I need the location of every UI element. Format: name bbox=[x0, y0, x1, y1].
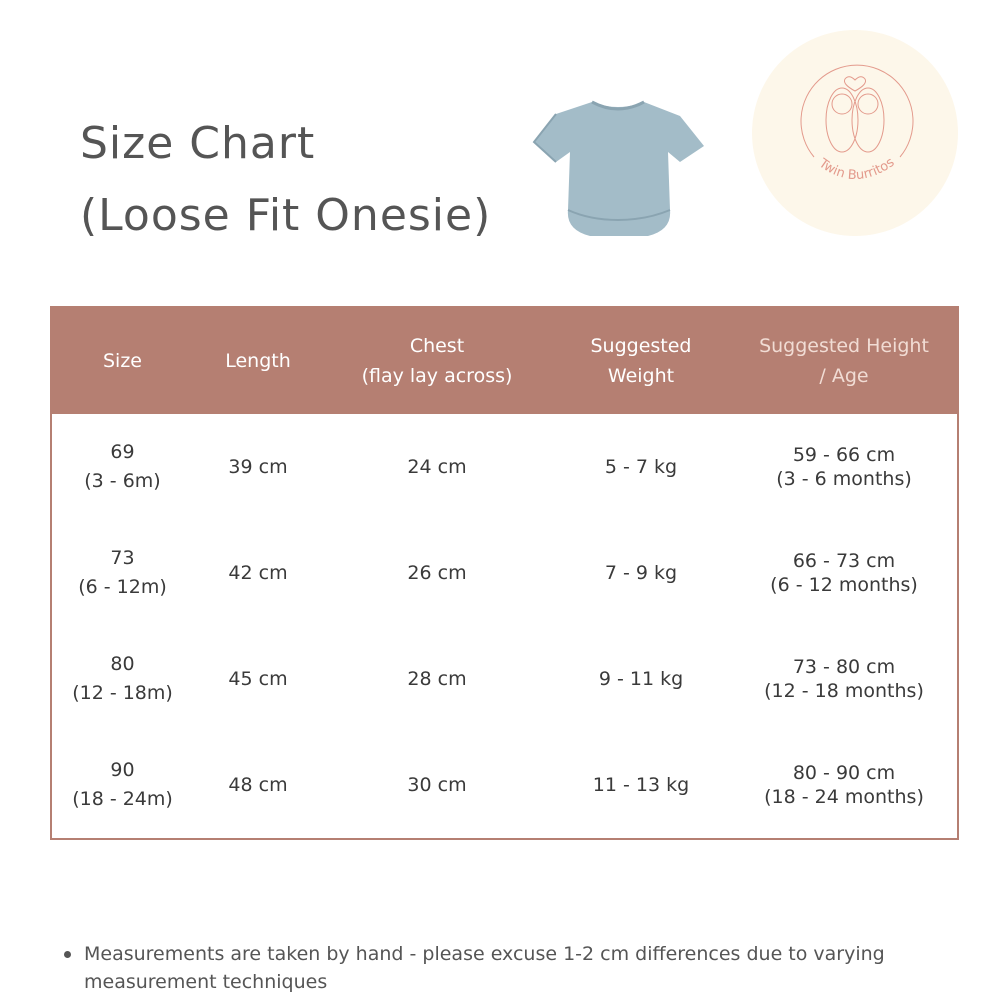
table-header-row: Size Length Chest (flay lay across) Sugge… bbox=[51, 307, 958, 414]
cell-height-age: 59 - 66 cm (3 - 6 months) bbox=[776, 444, 912, 490]
cell-weight: 11 - 13 kg bbox=[592, 774, 690, 796]
cell-weight: 7 - 9 kg bbox=[604, 562, 678, 584]
twin-burritos-logo: Twin Burritos bbox=[752, 30, 958, 236]
table-row: 90 (18 - 24m) 48 cm 30 cm 11 - 13 kg 80 - 90 … bbox=[51, 732, 958, 839]
cell-chest: 26 cm bbox=[407, 562, 467, 584]
cell-chest: 24 cm bbox=[407, 456, 467, 478]
cell-size: 73 (6 - 12m) bbox=[78, 547, 167, 598]
header-weight: Suggested Weight bbox=[551, 307, 731, 414]
cell-length: 39 cm bbox=[228, 456, 288, 478]
cell-length: 48 cm bbox=[228, 774, 288, 796]
logo-text: Twin Burritos bbox=[815, 155, 897, 183]
cell-length: 42 cm bbox=[228, 562, 288, 584]
size-chart-table: Size Length Chest (flay lay across) Sugge… bbox=[50, 306, 959, 840]
cell-height-age: 73 - 80 cm (12 - 18 months) bbox=[764, 656, 924, 702]
cell-size: 80 (12 - 18m) bbox=[72, 653, 173, 704]
bullet-icon bbox=[64, 951, 71, 958]
cell-length: 45 cm bbox=[228, 668, 288, 690]
cell-size: 69 (3 - 6m) bbox=[84, 441, 161, 492]
cell-height-age: 80 - 90 cm (18 - 24 months) bbox=[764, 762, 924, 808]
measurement-note: Measurements are taken by hand - please … bbox=[64, 940, 944, 996]
cell-height-age: 66 - 73 cm (6 - 12 months) bbox=[770, 550, 918, 596]
cell-size: 90 (18 - 24m) bbox=[72, 759, 173, 810]
cell-chest: 28 cm bbox=[407, 668, 467, 690]
page-title: Size Chart (Loose Fit Onesie) bbox=[80, 108, 491, 252]
title-line-1: Size Chart bbox=[80, 118, 316, 169]
header-height-age: Suggested Height / Age bbox=[731, 307, 958, 414]
table-row: 80 (12 - 18m) 45 cm 28 cm 9 - 11 kg 73 - 80 c… bbox=[51, 626, 958, 732]
title-line-2: (Loose Fit Onesie) bbox=[80, 190, 492, 241]
table-row: 73 (6 - 12m) 42 cm 26 cm 7 - 9 kg 66 - 73 cm(… bbox=[51, 520, 958, 626]
cell-chest: 30 cm bbox=[407, 774, 467, 796]
header-chest: Chest (flay lay across) bbox=[323, 307, 551, 414]
table-row: 69 (3 - 6m) 39 cm 24 cm 5 - 7 kg 59 - 66 cm (3… bbox=[51, 414, 958, 520]
cell-weight: 9 - 11 kg bbox=[598, 668, 684, 690]
svg-text:Twin Burritos: Twin Burritos bbox=[815, 155, 897, 183]
header-size: Size bbox=[51, 307, 193, 414]
cell-weight: 5 - 7 kg bbox=[604, 456, 678, 478]
note-text: Measurements are taken by hand - please … bbox=[84, 943, 885, 993]
onesie-image bbox=[532, 100, 704, 236]
header-length: Length bbox=[193, 307, 323, 414]
